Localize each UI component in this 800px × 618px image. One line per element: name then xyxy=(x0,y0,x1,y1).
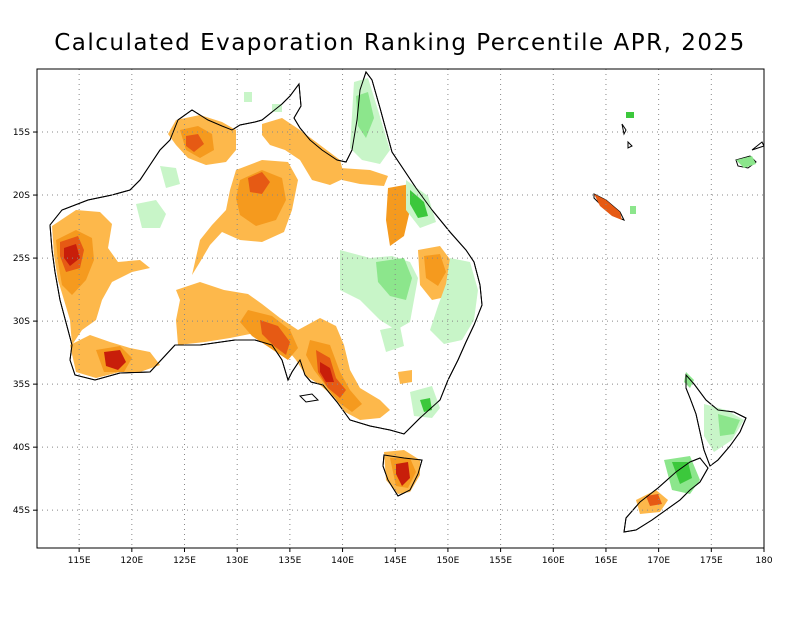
longitude-axis: 115E 120E 125E 130E 135E 140E 145E 150E 155E 160E… xyxy=(68,548,773,566)
y-tick-label: 25S xyxy=(13,254,30,264)
high-evaporation-areas xyxy=(52,115,668,514)
x-tick-label: 175E xyxy=(700,556,723,566)
vanuatu-islands xyxy=(621,123,633,149)
x-tick-label: 140E xyxy=(331,556,354,566)
x-tick-label: 145E xyxy=(384,556,407,566)
latitude-axis: 15S 20S 25S 30S 35S 40S 45S xyxy=(13,128,37,516)
y-tick-label: 15S xyxy=(13,128,30,138)
x-tick-label: 130E xyxy=(226,556,249,566)
kangaroo-island xyxy=(298,393,320,403)
x-tick-label: 170E xyxy=(647,556,670,566)
graticule xyxy=(37,69,764,548)
map-frame xyxy=(36,68,765,549)
low-evaporation-areas xyxy=(136,78,756,494)
x-tick-label: 155E xyxy=(489,556,512,566)
x-tick-label: 135E xyxy=(278,556,301,566)
x-tick-label: 180 xyxy=(755,556,772,566)
x-tick-label: 125E xyxy=(173,556,196,566)
x-tick-label: 150E xyxy=(436,556,459,566)
y-tick-label: 40S xyxy=(13,443,30,453)
x-tick-label: 120E xyxy=(120,556,143,566)
y-tick-label: 45S xyxy=(13,506,30,516)
x-tick-label: 160E xyxy=(542,556,565,566)
y-tick-label: 30S xyxy=(13,317,30,327)
y-tick-label: 20S xyxy=(13,191,30,201)
map-title: Calculated Evaporation Ranking Percentil… xyxy=(54,30,746,56)
x-tick-label: 115E xyxy=(68,556,91,566)
x-tick-label: 165E xyxy=(595,556,618,566)
y-tick-label: 35S xyxy=(13,380,30,390)
